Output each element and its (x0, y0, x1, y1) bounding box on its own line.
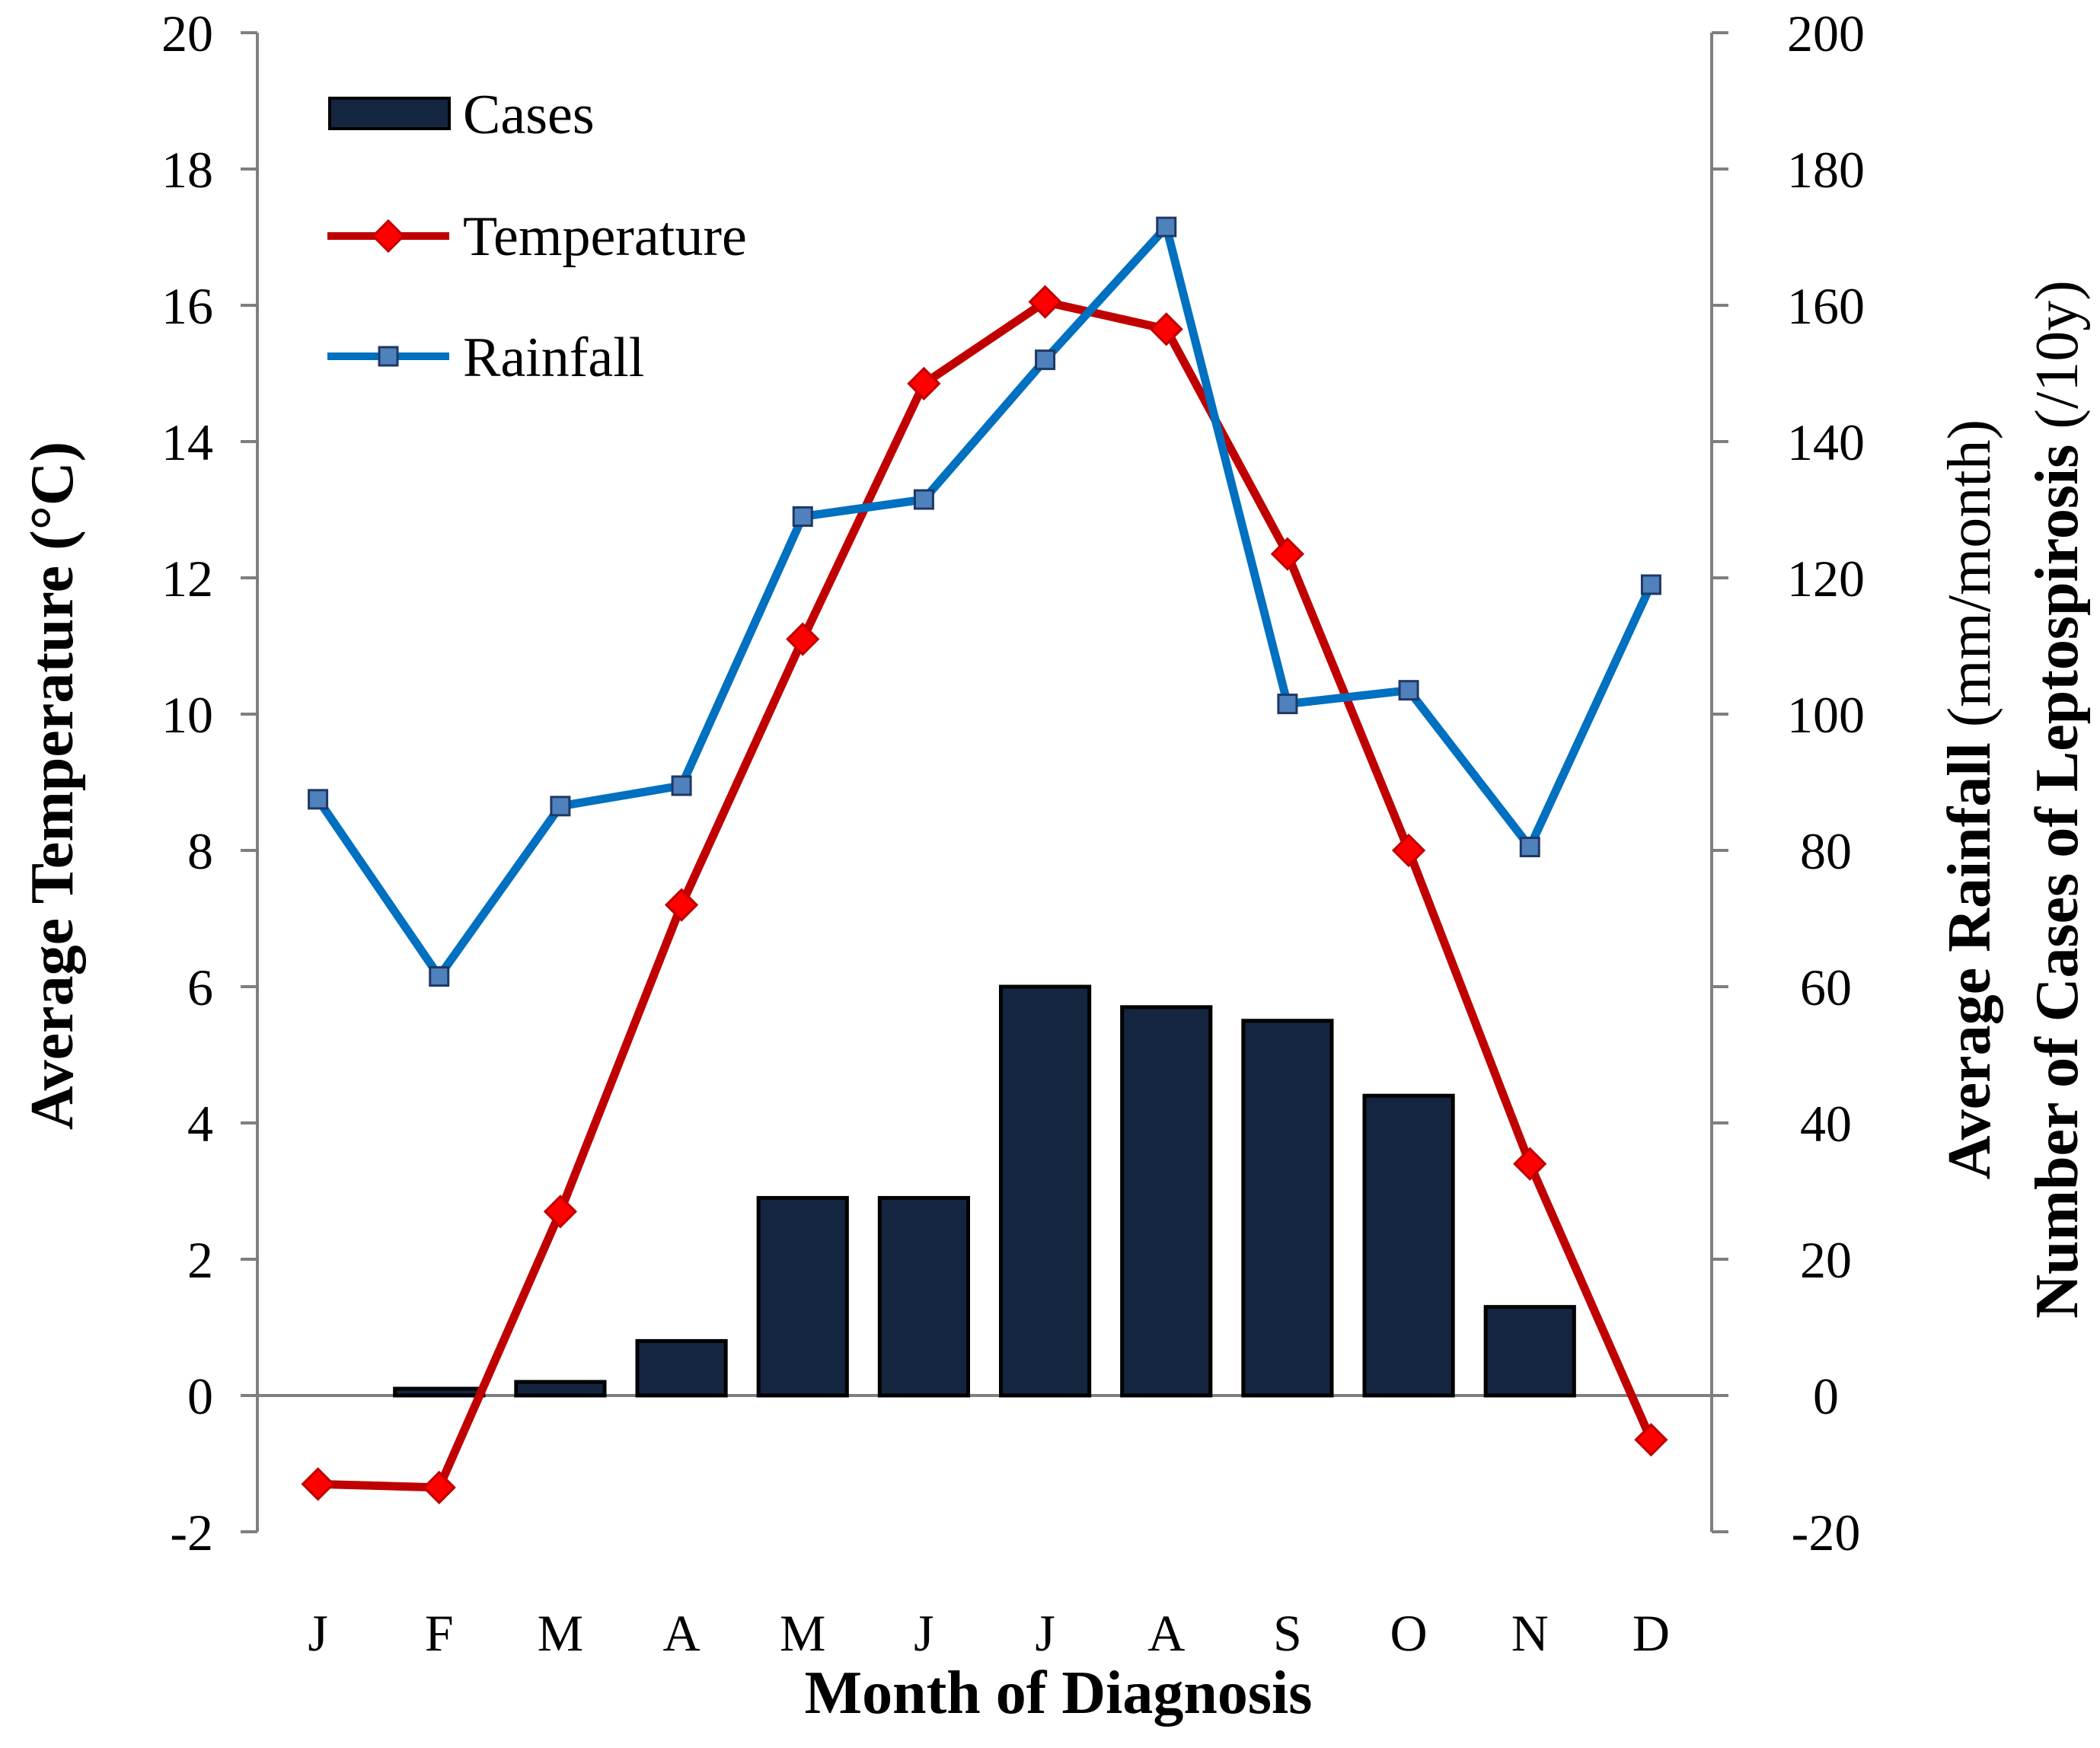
rainfall-point (1156, 216, 1177, 238)
rainfall-point (550, 796, 571, 817)
x-tick-label: O (1390, 1604, 1428, 1662)
bar-cases (514, 1380, 607, 1398)
temperature-point (1270, 537, 1305, 571)
temperature-point (1513, 1147, 1547, 1181)
x-tick-label: J (308, 1604, 327, 1662)
legend-rainfall-marker (378, 346, 399, 367)
left-tick-label: 20 (161, 5, 213, 62)
legend-cases-label: Cases (463, 84, 595, 146)
right-axis-title-line2-bold: Number of Cases of Leptospirosis (2024, 445, 2091, 1319)
right-axis-title-line1-bold: Average Rainfall (1936, 742, 2003, 1179)
left-tick-label: 6 (187, 959, 213, 1016)
right-axis-title-line1: Average Rainfall (mm/month) (1936, 419, 2003, 1179)
right-tick-label: 160 (1787, 277, 1865, 335)
bar-cases (635, 1338, 728, 1398)
x-tick-label: F (425, 1604, 454, 1662)
ticks: -202468101214161820-20020406080100120140… (161, 5, 1865, 1662)
left-tick-label: 0 (187, 1367, 213, 1425)
rainfall-point (429, 966, 450, 987)
temperature-point (786, 622, 820, 656)
rainfall-point (1277, 694, 1298, 715)
x-tick-label: M (780, 1604, 825, 1662)
bar-cases (998, 984, 1092, 1398)
x-tick-label: J (914, 1604, 934, 1662)
x-tick-label: A (1147, 1604, 1185, 1662)
left-tick-label: 8 (187, 822, 213, 880)
right-tick-label: 100 (1787, 686, 1865, 744)
rainfall-point (913, 489, 934, 510)
legend: Cases Temperature Rainfall (327, 84, 747, 389)
right-tick-label: 140 (1787, 413, 1865, 471)
legend-rainfall-label: Rainfall (463, 327, 644, 389)
axes (241, 31, 1728, 1533)
rainfall-point (1519, 837, 1540, 858)
left-tick-label: 14 (161, 413, 213, 471)
left-tick-label: 18 (161, 141, 213, 199)
left-tick-label: 16 (161, 277, 213, 335)
x-tick-label: M (538, 1604, 583, 1662)
right-tick-label: -20 (1792, 1504, 1861, 1561)
bar-cases (877, 1195, 971, 1398)
x-tick-label: A (663, 1604, 701, 1662)
right-axis-title-line2-unit: (/10y) (2024, 280, 2091, 445)
legend-temperature-label: Temperature (463, 206, 747, 268)
x-tick-label: N (1511, 1604, 1549, 1662)
right-tick-label: 60 (1800, 959, 1852, 1016)
right-axis-title-line1-unit: (mm/month) (1936, 419, 2003, 742)
temperature-point (1149, 312, 1183, 346)
temperature-point (1634, 1423, 1668, 1457)
right-tick-label: 40 (1800, 1095, 1852, 1153)
bars (393, 984, 1576, 1398)
bar-cases (756, 1195, 849, 1398)
right-tick-label: 180 (1787, 141, 1865, 199)
x-axis-title: Month of Diagnosis (805, 1660, 1313, 1727)
left-tick-label: 4 (187, 1095, 213, 1153)
bar-cases (393, 1386, 486, 1398)
rainfall-point (1640, 574, 1661, 595)
rainfall-line (314, 222, 1655, 981)
bar-cases (1483, 1305, 1576, 1398)
temperature-point (301, 1467, 335, 1501)
lines (301, 216, 1668, 1504)
right-tick-label: 0 (1813, 1367, 1839, 1425)
rainfall-point (1398, 680, 1419, 701)
temperature-point (907, 366, 941, 401)
temperature-point (422, 1470, 456, 1504)
left-tick-label: 12 (161, 550, 213, 608)
right-tick-label: 120 (1787, 550, 1865, 608)
legend-temperature-marker (371, 218, 406, 254)
right-axis-title-line2: Number of Cases of Leptospirosis (/10y) (2024, 280, 2091, 1319)
temperature-point (1391, 833, 1426, 868)
left-tick-label: 10 (161, 686, 213, 744)
temperature-point (1028, 285, 1062, 319)
rainfall-point (671, 775, 692, 796)
right-tick-label: 200 (1787, 5, 1865, 62)
temperature-point (543, 1195, 578, 1229)
bar-cases (1362, 1093, 1455, 1398)
left-axis-title: Average Temperature (°C) (19, 442, 86, 1130)
temperature-line (318, 298, 1655, 1492)
temperature-point (664, 888, 699, 922)
rainfall-point (792, 506, 813, 527)
rainfall-point (308, 789, 329, 810)
bar-cases (1120, 1005, 1213, 1398)
rainfall-point (1035, 349, 1056, 371)
x-tick-label: S (1273, 1604, 1302, 1662)
right-tick-label: 20 (1800, 1231, 1852, 1289)
left-tick-label: 2 (187, 1231, 213, 1289)
x-tick-label: J (1035, 1604, 1055, 1662)
left-tick-label: -2 (170, 1504, 213, 1561)
bar-cases (1241, 1019, 1334, 1398)
right-tick-label: 80 (1800, 822, 1852, 880)
x-tick-label: D (1632, 1604, 1670, 1662)
legend-cases-swatch (328, 97, 451, 130)
